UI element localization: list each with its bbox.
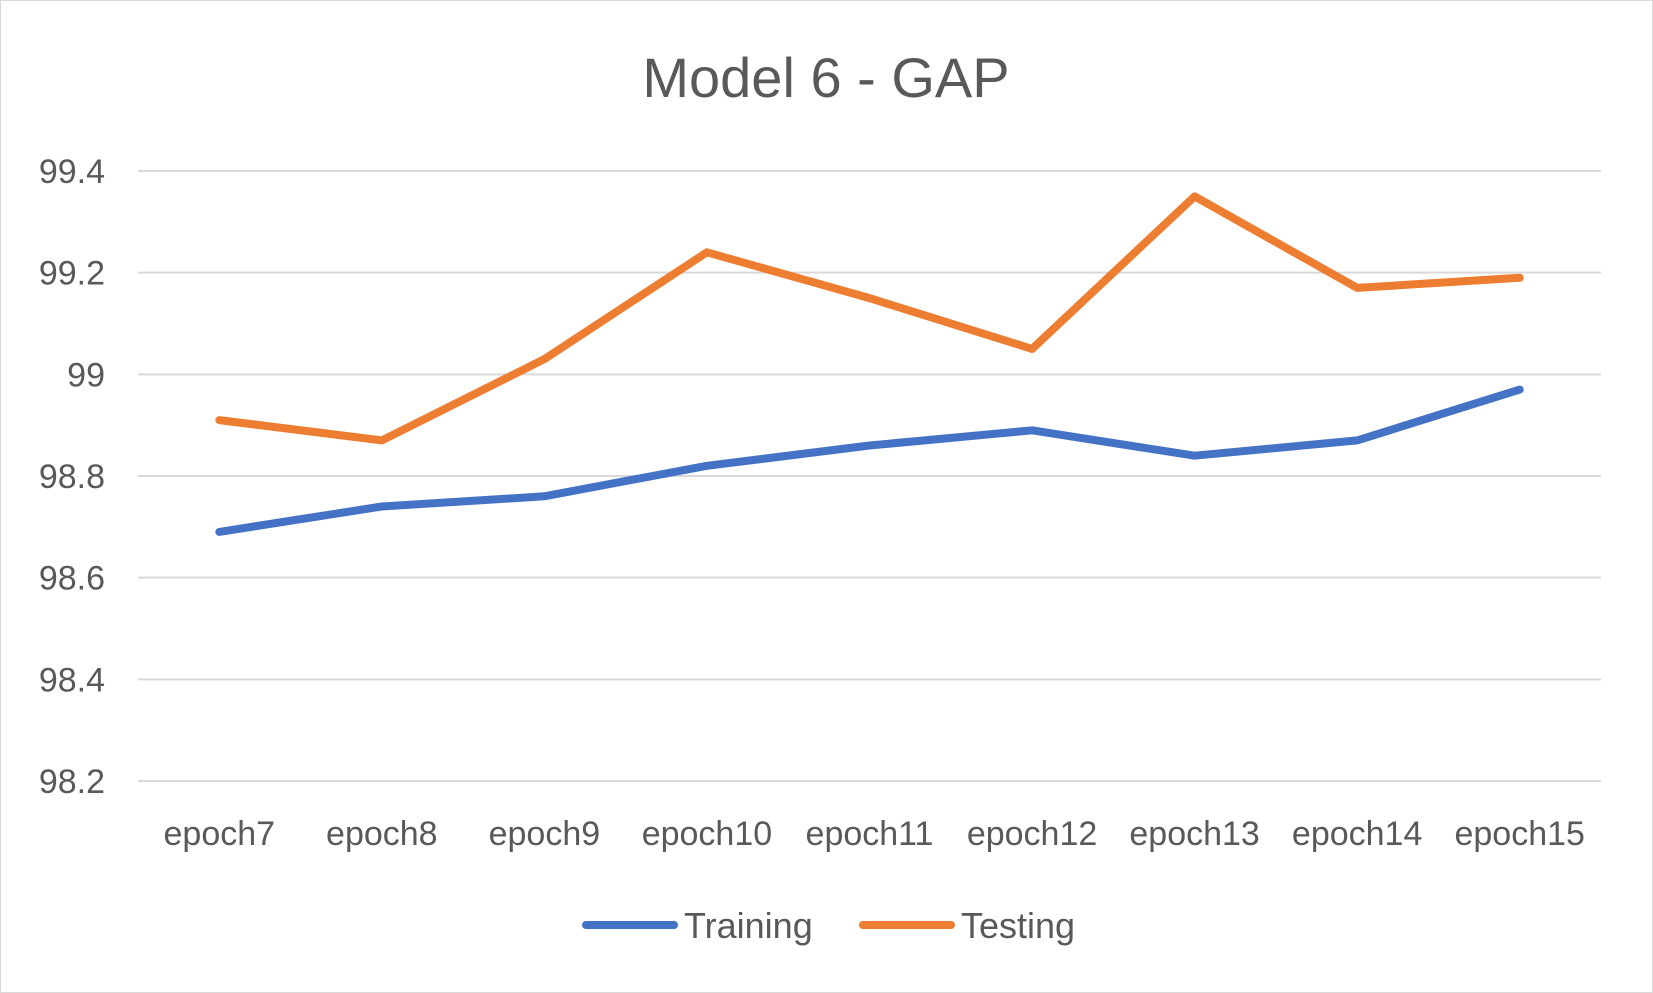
series-line-testing	[215, 192, 1524, 445]
x-tick-label: epoch9	[489, 815, 601, 853]
x-tick-label: epoch10	[642, 815, 772, 853]
y-tick-label: 99.2	[39, 255, 105, 293]
x-tick-label: epoch11	[806, 815, 934, 853]
x-tick-label: epoch13	[1129, 815, 1259, 853]
y-axis-tick-labels: 98.2 98.4 98.6 98.8 99 99.2 99.4	[39, 153, 105, 801]
chart-title: Model 6 - GAP	[642, 46, 1009, 109]
legend-label-testing: Testing	[961, 905, 1075, 946]
y-tick-label: 99	[67, 356, 105, 394]
y-tick-label: 98.6	[39, 560, 105, 598]
y-tick-label: 98.2	[39, 763, 105, 801]
y-tick-label: 99.4	[39, 153, 105, 191]
y-tick-label: 98.8	[39, 458, 105, 496]
legend-label-training: Training	[684, 905, 813, 946]
x-axis-tick-labels: epoch7 epoch8 epoch9 epoch10 epoch11 epoch12 e…	[164, 815, 1585, 853]
x-tick-label: epoch8	[326, 815, 438, 853]
y-tick-label: 98.4	[39, 661, 105, 699]
gridlines	[138, 170, 1601, 782]
series-line-training	[215, 385, 1524, 536]
series-lines	[215, 192, 1524, 536]
x-tick-label: epoch7	[164, 815, 276, 853]
legend: Training Testing	[582, 905, 1075, 946]
x-tick-label: epoch14	[1292, 815, 1422, 853]
x-tick-label: epoch12	[967, 815, 1097, 853]
x-tick-label: epoch15	[1454, 815, 1584, 853]
